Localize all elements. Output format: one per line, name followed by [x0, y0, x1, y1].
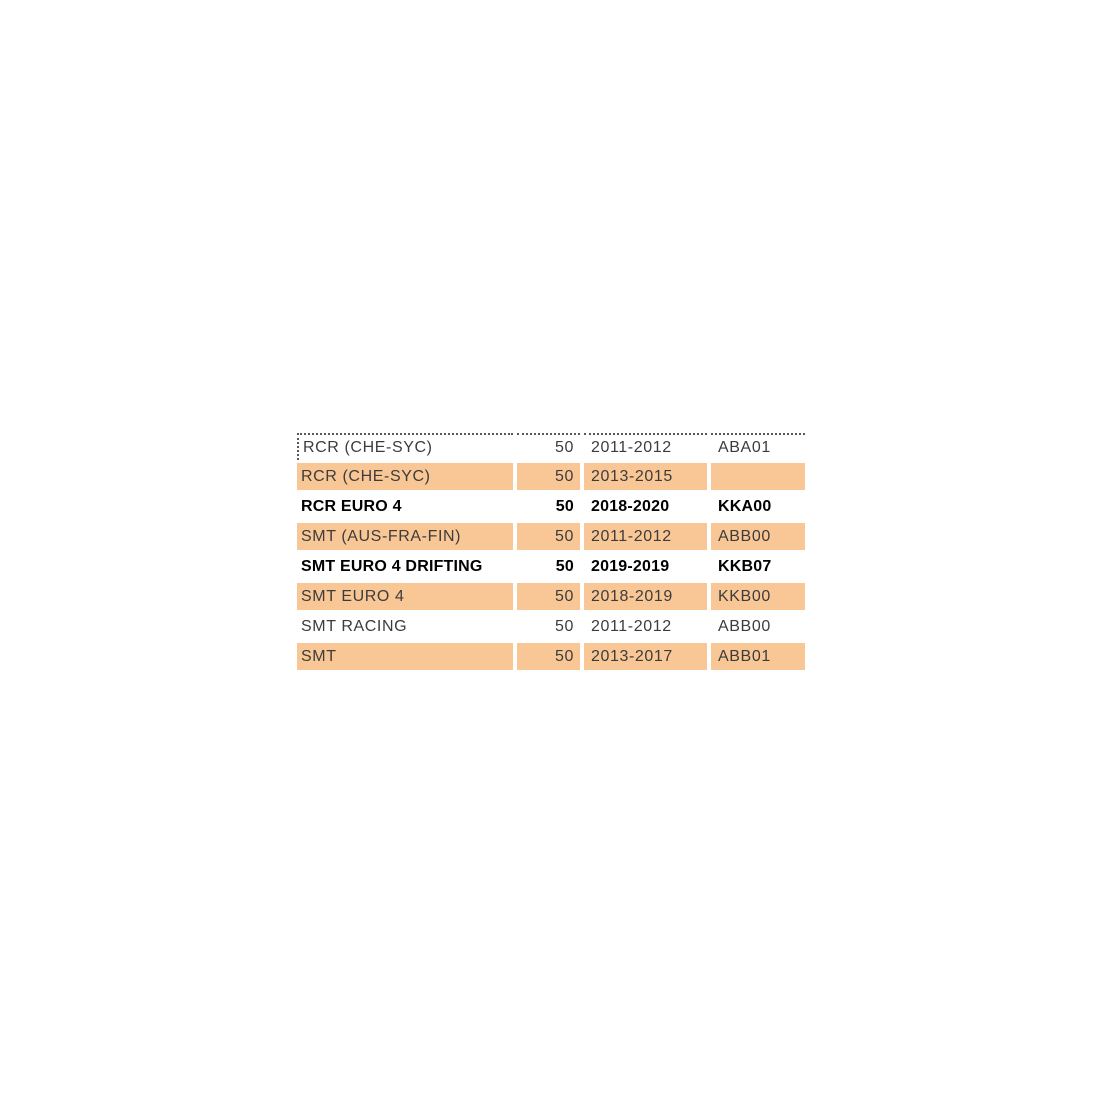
- cell-quantity[interactable]: 50: [517, 583, 580, 610]
- cell-code[interactable]: ABA01: [711, 433, 805, 460]
- cell-quantity[interactable]: 50: [517, 643, 580, 670]
- cell-code[interactable]: ABB00: [711, 523, 805, 550]
- cell-team[interactable]: SMT EURO 4 DRIFTING: [297, 553, 513, 580]
- cell-team[interactable]: SMT (AUS-FRA-FIN): [297, 523, 513, 550]
- cell-code[interactable]: KKB00: [711, 583, 805, 610]
- cell-quantity[interactable]: 50: [517, 523, 580, 550]
- cell-years[interactable]: 2013-2017: [584, 643, 707, 670]
- cell-quantity[interactable]: 50: [517, 433, 580, 460]
- cell-years[interactable]: 2011-2012: [584, 613, 707, 640]
- cell-code[interactable]: [711, 463, 805, 490]
- cell-team[interactable]: RCR EURO 4: [297, 493, 513, 520]
- cell-team[interactable]: SMT EURO 4: [297, 583, 513, 610]
- cell-code[interactable]: KKA00: [711, 493, 805, 520]
- cell-years[interactable]: 2018-2019: [584, 583, 707, 610]
- cell-quantity[interactable]: 50: [517, 553, 580, 580]
- cell-years[interactable]: 2013-2015: [584, 463, 707, 490]
- cell-code[interactable]: ABB00: [711, 613, 805, 640]
- cell-quantity[interactable]: 50: [517, 493, 580, 520]
- cell-team[interactable]: SMT: [297, 643, 513, 670]
- cell-quantity[interactable]: 50: [517, 613, 580, 640]
- cell-years[interactable]: 2011-2012: [584, 523, 707, 550]
- cell-years[interactable]: 2019-2019: [584, 553, 707, 580]
- cell-quantity[interactable]: 50: [517, 463, 580, 490]
- cell-years[interactable]: 2011-2012: [584, 433, 707, 460]
- cell-team[interactable]: RCR (CHE-SYC): [297, 433, 513, 460]
- cell-team[interactable]: SMT RACING: [297, 613, 513, 640]
- cell-years[interactable]: 2018-2020: [584, 493, 707, 520]
- spreadsheet-table: RCR (CHE-SYC) 50 2011-2012 ABA01 RCR (CH…: [297, 433, 805, 670]
- cell-code[interactable]: ABB01: [711, 643, 805, 670]
- cell-team[interactable]: RCR (CHE-SYC): [297, 463, 513, 490]
- cell-code[interactable]: KKB07: [711, 553, 805, 580]
